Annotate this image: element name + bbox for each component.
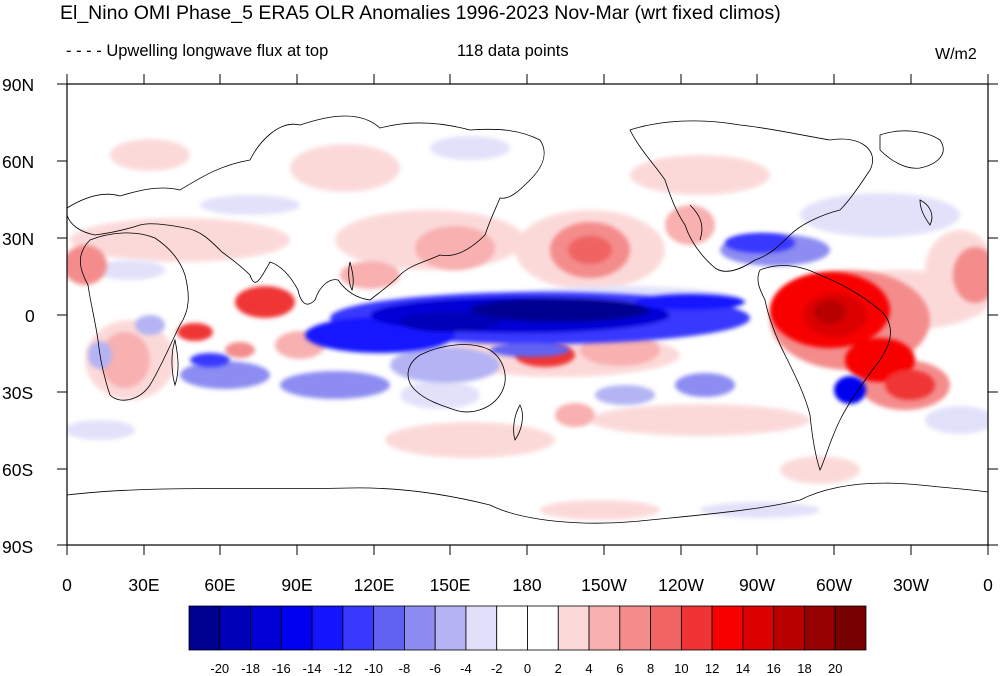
anomaly-field xyxy=(67,136,988,520)
colorbar-tick-label: 20 xyxy=(827,661,843,676)
axis-ticks xyxy=(57,74,998,555)
colorbar-tick-label: -12 xyxy=(333,661,353,676)
colorbar-swatch xyxy=(680,605,713,651)
colorbar-swatch xyxy=(711,605,744,651)
lon-label: 60E xyxy=(204,575,236,595)
colorbar-tick-label: 12 xyxy=(704,661,720,676)
colorbar-swatch xyxy=(527,605,559,651)
colorbar-tick-label: -20 xyxy=(210,661,230,676)
lat-label-90n: 90N xyxy=(2,75,35,95)
colorbar-swatch xyxy=(250,605,282,651)
coastlines xyxy=(67,115,988,524)
lon-label: 30W xyxy=(893,575,929,595)
colorbar-tick-label: 14 xyxy=(735,661,751,676)
colorbar-tick-label: 16 xyxy=(766,661,781,676)
colorbar-tick-label: -14 xyxy=(302,661,322,676)
colorbar xyxy=(188,605,867,651)
colorbar-swatch xyxy=(342,605,375,651)
lat-label-30n: 30N xyxy=(2,229,35,249)
lon-label: 0 xyxy=(983,575,993,595)
colorbar-swatch xyxy=(496,605,528,651)
colorbar-tick-label: -2 xyxy=(490,661,503,676)
data-point-count: 118 data points xyxy=(457,42,569,60)
colorbar-tick-label: -18 xyxy=(241,661,260,676)
lat-label-eq: 0 xyxy=(25,306,35,326)
colorbar-swatch xyxy=(434,605,467,651)
colorbar-swatch xyxy=(619,605,651,651)
lon-label: 0 xyxy=(62,575,72,595)
colorbar-swatch xyxy=(557,605,590,651)
colorbar-tick-label: 8 xyxy=(646,661,655,676)
colorbar-tick-label: -10 xyxy=(364,661,384,676)
colorbar-tick-label: 4 xyxy=(585,661,593,676)
colorbar-tick-label: 0 xyxy=(523,661,532,676)
lon-label: 150E xyxy=(429,575,471,595)
colorbar-swatch xyxy=(742,605,775,651)
lon-label: 60W xyxy=(816,575,852,595)
colorbar-tick-label: -4 xyxy=(460,661,472,676)
colorbar-tick-label: -8 xyxy=(398,661,411,676)
lon-label: 90W xyxy=(739,575,775,595)
colorbar-swatch xyxy=(588,605,621,651)
colorbar-swatch xyxy=(650,605,682,651)
colorbar-swatch xyxy=(773,605,805,651)
colorbar-swatch xyxy=(834,605,867,651)
lat-label-90s: 90S xyxy=(2,537,34,557)
colorbar-tick-label: 18 xyxy=(797,661,812,676)
lon-label: 90E xyxy=(281,575,313,595)
colorbar-tick-label: -16 xyxy=(271,661,291,676)
lon-label: 120W xyxy=(658,575,704,595)
lat-label-30s: 30S xyxy=(2,383,34,403)
colorbar-swatch xyxy=(373,605,405,651)
colorbar-swatch xyxy=(219,605,251,651)
colorbar-swatch xyxy=(280,605,313,651)
colorbar-swatch xyxy=(804,605,836,651)
colorbar-tick-label: 2 xyxy=(554,661,562,676)
colorbar-swatch xyxy=(311,605,344,651)
lon-label: 180 xyxy=(512,575,542,595)
variable-description: - - - - Upwelling longwave flux at top xyxy=(66,42,329,60)
lon-label: 150W xyxy=(581,575,627,595)
lat-label-60s: 60S xyxy=(2,460,34,480)
colorbar-swatch xyxy=(404,605,436,651)
colorbar-swatch xyxy=(465,605,498,651)
map-title: El_Nino OMI Phase_5 ERA5 OLR Anomalies 1… xyxy=(60,2,781,24)
lon-label: 30E xyxy=(128,575,160,595)
lon-label: 120E xyxy=(353,575,395,595)
colorbar-tick-label: 6 xyxy=(616,661,624,676)
lat-label-60n: 60N xyxy=(2,152,35,172)
colorbar-tick-label: 10 xyxy=(674,661,689,676)
colorbar-tick-label: -6 xyxy=(429,661,441,676)
colorbar-swatch xyxy=(188,605,221,651)
units-label: W/m2 xyxy=(935,46,977,63)
